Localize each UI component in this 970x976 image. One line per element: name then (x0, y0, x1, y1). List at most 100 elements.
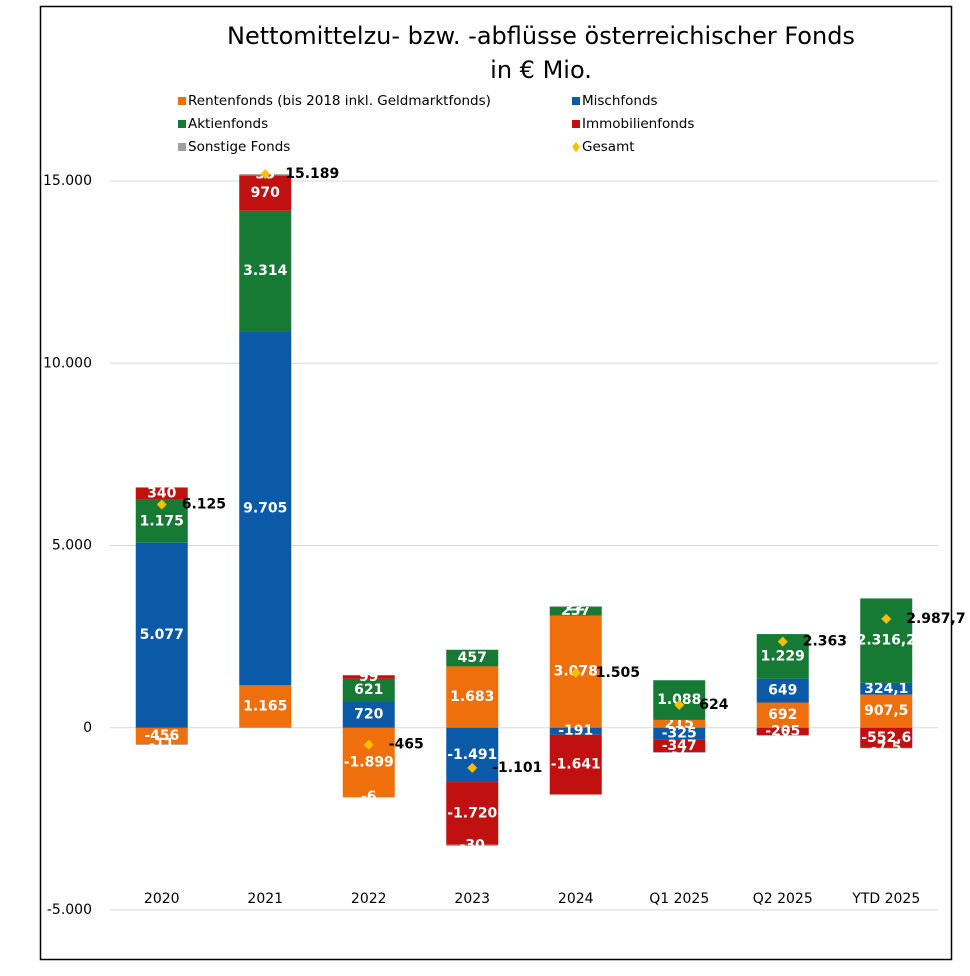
y-tick-label: -5.000 (47, 902, 92, 918)
total-marker (260, 169, 271, 180)
bar-segment (860, 694, 913, 728)
y-tick-label: 15.000 (43, 173, 92, 189)
bar-segment (342, 701, 395, 728)
bar-segment (342, 678, 395, 702)
value-label: -325 (662, 726, 697, 742)
value-label: 720 (354, 707, 383, 723)
bar-segment (446, 666, 499, 728)
bar-segment (135, 744, 188, 745)
legend-label: Mischfonds (582, 93, 658, 109)
bar-segment (446, 727, 499, 783)
bar-segment (135, 487, 188, 500)
value-label: -6 (361, 789, 377, 805)
y-tick-label: 5.000 (52, 538, 92, 554)
bar-segment (446, 649, 499, 667)
value-label: 649 (768, 683, 797, 699)
legend-swatch (178, 97, 186, 105)
bar-segment (653, 739, 706, 753)
bar-segment (342, 727, 395, 797)
value-label: -1.899 (344, 754, 394, 770)
x-tick-label: YTD 2025 (851, 891, 920, 907)
legend-swatch (572, 142, 580, 152)
legend-label: Gesamt (582, 139, 635, 155)
total-label: 6.125 (182, 496, 226, 512)
value-label: 99 (359, 669, 378, 685)
x-tick-label: 2020 (144, 891, 180, 907)
bar-segment (756, 735, 809, 736)
value-label: 22 (566, 599, 585, 615)
bar-segment (135, 727, 188, 745)
x-tick-label: Q1 2025 (649, 891, 709, 907)
total-marker (363, 739, 374, 750)
x-tick-label: 2021 (247, 891, 283, 907)
total-label: -465 (389, 737, 424, 753)
bar-segment (549, 606, 602, 616)
value-label: -11 (149, 737, 174, 753)
value-label: 1.683 (450, 689, 494, 705)
total-marker (881, 613, 892, 624)
legend-swatch (178, 143, 186, 151)
value-label: 621 (354, 682, 383, 698)
bar-segment (860, 727, 913, 748)
total-label: 2.987,7 (906, 611, 965, 627)
y-tick-label: 0 (83, 720, 92, 736)
value-label: 340 (147, 486, 176, 502)
x-tick-label: Q2 2025 (753, 891, 813, 907)
value-label: -347 (662, 738, 697, 754)
value-label: 3.314 (243, 263, 288, 279)
legend-swatch (572, 97, 580, 105)
chart-title: Nettomittelzu- bzw. -abflüsse österreich… (227, 22, 855, 50)
bar-segment (756, 727, 809, 736)
bar-segment (860, 598, 913, 683)
bar-segment (135, 542, 188, 728)
value-label: 907,5 (864, 703, 908, 719)
total-marker (467, 762, 478, 773)
bar-segment (239, 685, 292, 728)
value-label: -1.720 (447, 805, 497, 821)
total-marker (674, 700, 685, 711)
value-label: 970 (251, 185, 280, 201)
value-label: -7 (671, 744, 687, 760)
bar-segment (860, 747, 913, 749)
value-label: -1.491 (447, 747, 497, 763)
value-label: -1.641 (551, 757, 601, 773)
frame (39, 5, 953, 961)
legend-label: Immobilienfonds (582, 116, 694, 132)
bar-segment (239, 210, 292, 332)
legend-label: Aktienfonds (188, 116, 268, 132)
value-label: 324,1 (864, 681, 908, 697)
bar-segment (756, 678, 809, 703)
bar-segment (549, 606, 602, 607)
bar-segment (342, 675, 395, 679)
x-tick-label: 2023 (454, 891, 490, 907)
total-label: 15.189 (285, 166, 339, 182)
value-label: 1.175 (140, 513, 184, 529)
value-label: 692 (768, 707, 797, 723)
x-tick-label: 2022 (351, 891, 387, 907)
value-label: -30 (460, 837, 486, 853)
total-label: 1.505 (596, 665, 640, 681)
x-tick-label: 2024 (558, 891, 594, 907)
value-label: 2.316,2 (857, 633, 916, 649)
chart-subtitle: in € Mio. (490, 56, 592, 84)
total-marker (156, 499, 167, 510)
bar-segment (653, 727, 706, 740)
bar-segment (239, 175, 292, 211)
bar-segment (653, 719, 706, 728)
y-tick-label: 10.000 (43, 355, 92, 371)
total-marker (777, 636, 788, 647)
bar-segment (239, 331, 292, 686)
total-label: -1.101 (492, 760, 542, 776)
value-label: -552,6 (861, 730, 911, 746)
value-label: 457 (458, 650, 487, 666)
bar-segment (342, 796, 395, 798)
total-label: 624 (699, 697, 728, 713)
value-label: 1.165 (243, 699, 287, 715)
bar-segment (756, 702, 809, 728)
value-label: 237 (561, 603, 590, 619)
value-label: -456 (144, 728, 179, 744)
legend-label: Sonstige Fonds (188, 139, 290, 155)
value-label: 9.705 (243, 500, 287, 516)
bar-segment (446, 782, 499, 845)
